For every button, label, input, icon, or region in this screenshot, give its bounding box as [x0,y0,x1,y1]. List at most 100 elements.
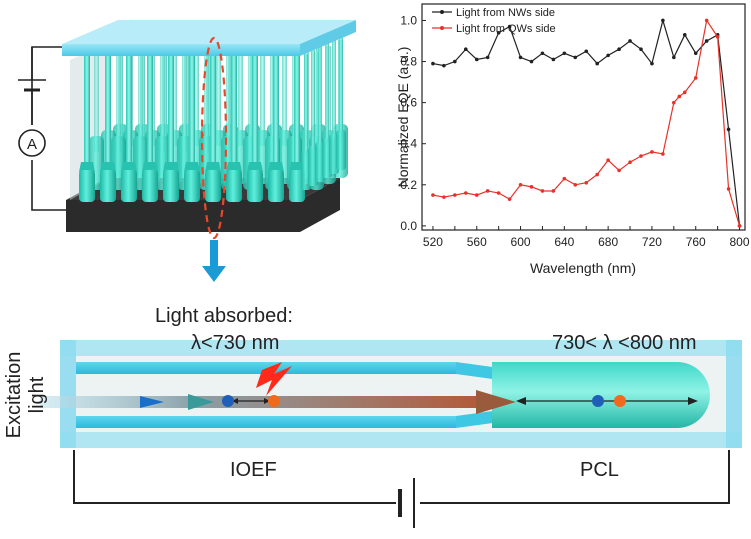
ammeter-symbol [18,129,46,157]
data-point [551,189,556,193]
data-point [606,158,610,162]
data-point [628,160,632,164]
data-point [650,61,654,66]
x-tick-label: 600 [511,235,531,249]
data-point [485,55,490,60]
data-point [677,94,682,99]
data-point [529,59,534,64]
circuit-wire [31,46,68,211]
x-tick-label: 640 [554,235,574,249]
data-point [496,30,501,35]
electron-icon [222,395,234,407]
data-point [442,195,446,199]
data-point [693,51,698,56]
excitation-label-line2: light [26,376,48,413]
y-tick-label: 0.4 [400,137,417,151]
single-nanowire-schematic [40,340,742,528]
hole-icon [268,395,280,407]
data-point [682,90,687,95]
data-point [661,18,665,23]
chart-series [431,18,742,228]
data-point [496,191,501,195]
x-tick-label: 760 [686,235,706,249]
axis-ticks: 520 560 600 640 680 720 760 800 0.0 0.2 0.4 0.6 0.8 1… [400,13,750,249]
data-point [661,152,665,156]
top-electrode [62,20,356,44]
data-point [639,154,643,158]
data-point [529,185,534,189]
x-tick-label: 560 [467,235,487,249]
y-tick-label: 0.2 [400,178,417,192]
electron-icon [592,395,604,407]
incoming-arrows [140,394,214,410]
y-tick-label: 0.8 [400,55,417,69]
selected-nanowire-outline [200,36,228,240]
data-point [726,187,731,191]
data-point [518,183,523,187]
data-point [507,24,512,29]
data-point [628,39,632,43]
pcl-label: PCL [580,459,619,481]
data-point [518,55,523,60]
data-point [485,189,490,193]
data-point [693,76,698,80]
data-point [704,39,709,43]
data-point [431,61,435,66]
data-point [474,193,479,197]
x-tick-label: 520 [423,235,443,249]
excitation-beam [40,396,480,408]
y-tick-label: 0.0 [400,219,417,233]
data-point [573,183,578,187]
data-point [606,53,610,58]
data-point [573,55,578,60]
nanowire-array-front [79,34,346,202]
y-axis-label: Normalized EQE (a.u.) [395,47,411,188]
data-point [617,47,621,51]
data-point [431,193,435,197]
y-tick-label: 1.0 [400,13,417,27]
excitation-label-line1: Excitation [3,352,25,439]
data-point [682,33,687,37]
data-point [584,180,589,185]
lambda-short-label: λ<730 nm [191,332,279,354]
series-line-1 [432,18,741,227]
data-point [704,18,709,23]
ammeter-letter: A [27,136,37,153]
data-point [562,176,567,181]
hole-icon [614,395,626,407]
x-tick-label: 720 [642,235,662,249]
eqe-chart: 520 560 600 640 680 720 760 800 0.0 0.2 0.4 0.6 0.8 1… [395,3,750,276]
data-point [463,47,468,51]
x-axis-label: Wavelength (nm) [530,260,636,276]
data-point [715,35,720,39]
data-point [726,127,731,132]
lambda-long-label: 730< λ <800 nm [552,332,697,354]
plot-frame [421,3,746,231]
data-point [453,59,457,64]
data-point [463,191,468,195]
data-point [540,189,545,193]
data-point [584,49,589,54]
data-point [562,51,567,56]
pcl-carrier-pair [516,395,698,407]
substrate [66,178,340,232]
data-point [639,47,643,51]
data-point [595,61,599,66]
data-point [551,57,556,62]
x-tick-label: 680 [598,235,618,249]
nanowire-device: A [18,20,356,282]
lightning-icon [256,362,292,396]
ioef-channel [76,362,456,374]
legend-entry-nws: Light from NWs side [456,7,555,19]
data-point [672,55,676,60]
data-point [737,224,742,228]
data-point [650,150,654,154]
data-point [540,51,545,56]
y-tick-label: 0.6 [400,96,417,110]
ioef-label: IOEF [230,459,277,481]
legend: Light from NWs side Light from QWs side [432,7,556,35]
bottom-circuit-wire [73,450,730,504]
data-point [442,63,446,68]
data-point [672,100,676,105]
